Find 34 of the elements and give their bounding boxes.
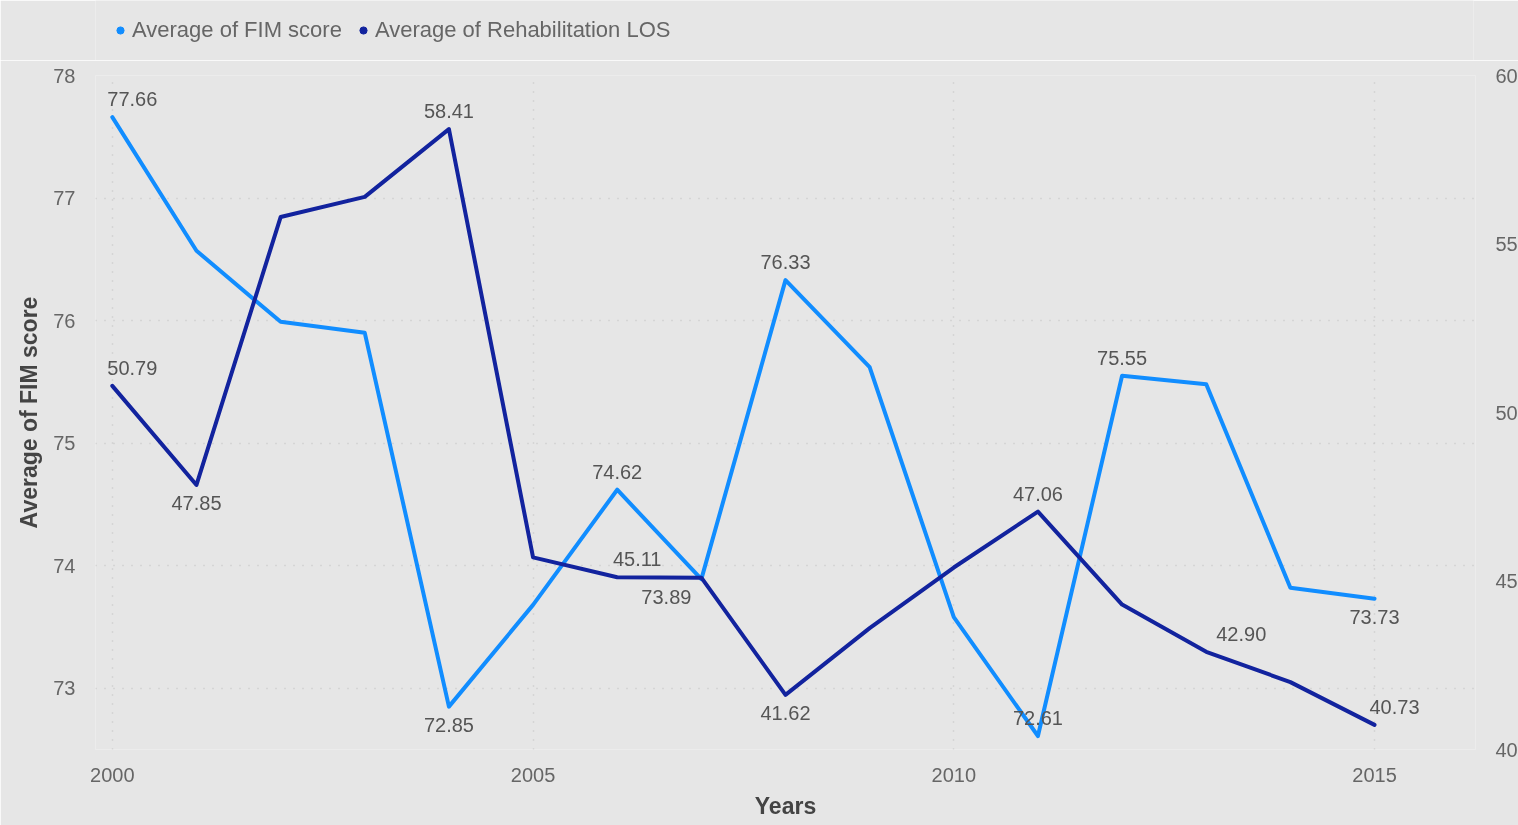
y-axis-title: Average of FIM score — [16, 296, 43, 529]
y2-tick-label: 40 — [1495, 738, 1518, 761]
x-tick-label: 2005 — [510, 763, 556, 786]
data-label: 47.85 — [171, 491, 222, 514]
data-label: 50.79 — [107, 356, 158, 379]
data-label: 75.55 — [1097, 346, 1148, 369]
y2-tick-label: 55 — [1495, 233, 1518, 255]
x-axis-title: Years — [754, 792, 817, 819]
y-tick-label: 77 — [53, 187, 76, 210]
data-label: 73.73 — [1349, 605, 1400, 628]
data-label: 40.73 — [1369, 695, 1420, 718]
y-tick-label: 76 — [53, 309, 76, 332]
y-tick-label: 74 — [53, 554, 76, 577]
data-label: 47.06 — [1012, 482, 1063, 505]
x-tick-label: 2010 — [931, 763, 977, 786]
data-label: 42.90 — [1216, 622, 1267, 645]
data-label: 45.11 — [612, 548, 662, 571]
x-tick-label: 2015 — [1352, 763, 1397, 786]
data-label: 72.85 — [423, 713, 474, 736]
y2-tick-label: 60 — [1495, 64, 1518, 87]
y2-tick-label: 50 — [1495, 401, 1518, 424]
data-label: 41.62 — [760, 701, 811, 724]
y-tick-label: 73 — [53, 677, 76, 700]
y-tick-label: 78 — [53, 64, 76, 87]
data-label: 58.41 — [423, 100, 474, 123]
x-tick-label: 2000 — [90, 763, 135, 786]
data-label: 74.62 — [592, 460, 643, 483]
legend-label: Average of FIM score — [132, 17, 342, 43]
y2-tick-label: 45 — [1495, 570, 1518, 592]
legend-label: Average of Rehabilitation LOS — [374, 17, 671, 43]
data-label: 73.89 — [641, 586, 692, 609]
y-tick-label: 75 — [53, 432, 76, 455]
data-label: 76.33 — [760, 251, 811, 274]
data-label: 77.66 — [107, 88, 158, 111]
